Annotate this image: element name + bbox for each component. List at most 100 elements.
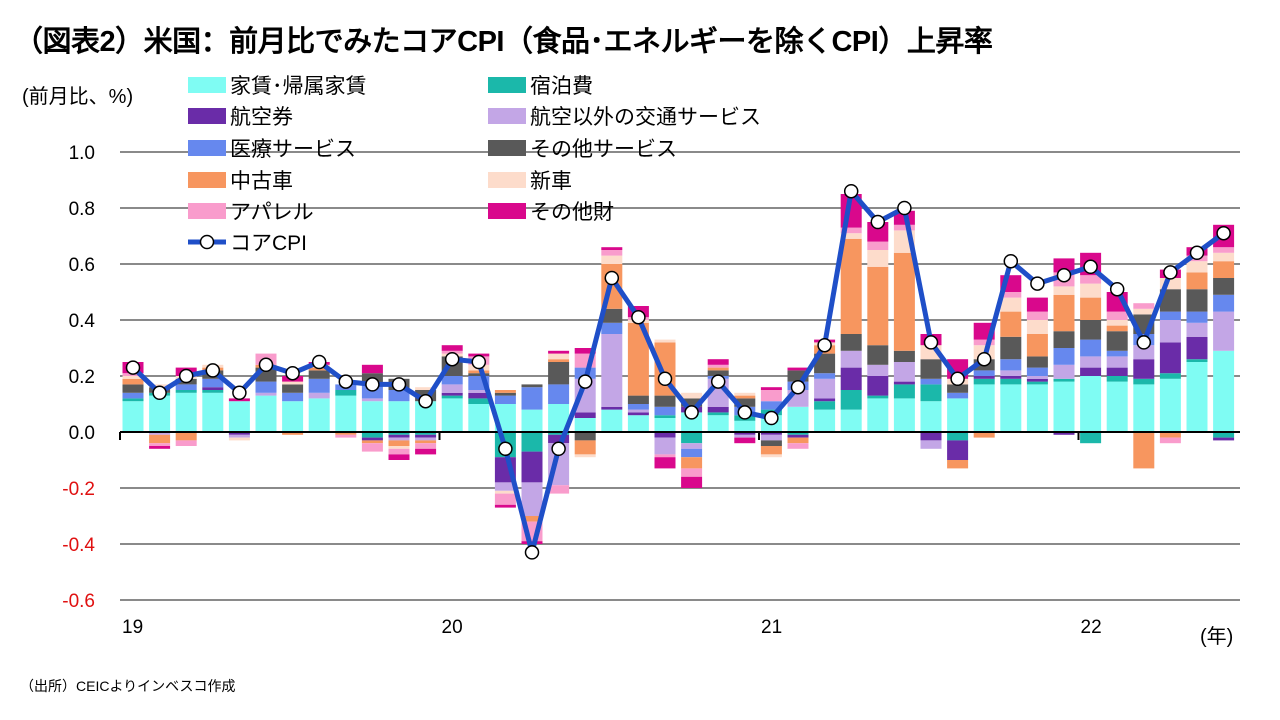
bar-segment-4 [920,378,942,385]
bar-segment-6 [122,378,144,385]
bar-segment-8 [654,454,676,458]
bar-segment-2 [1159,342,1181,374]
bar-segment-0 [734,420,756,432]
bar-segment-0 [574,418,596,432]
bar-segment-6 [149,434,171,444]
bar-segment-5 [947,384,969,393]
bar-segment-0 [787,406,809,432]
bar-segment-6 [1080,297,1102,320]
legend-label: 家賃･帰属家賃 [230,75,367,98]
bar-segment-7 [228,437,250,441]
bar-segment-5 [1159,289,1181,312]
core-cpi-point [152,385,167,401]
core-cpi-point [178,368,194,384]
y-tick-label: 0.6 [69,255,95,276]
bar-segment-6 [947,460,969,469]
bar-segment-6 [468,370,490,374]
bar-segment-6 [521,516,543,522]
y-tick-label: 0.2 [69,367,95,388]
bar-segment-0 [840,409,862,432]
bar-segment-2 [415,434,437,438]
bar-segment-2 [1213,437,1235,441]
core-cpi-point [1216,225,1231,241]
bar-segment-3 [1026,376,1048,379]
bar-segment-5 [840,334,862,351]
core-cpi-point [232,385,247,401]
bar-segment-0 [202,392,224,432]
legend-label: その他サービス [530,138,677,161]
bar-segment-3 [468,390,490,393]
bar-segment-9 [1053,258,1075,273]
bar-segment-7 [388,446,410,449]
y-tick-label: -0.2 [62,479,95,500]
bar-segment-7 [867,250,889,267]
legend-item: その他サービス [488,138,677,161]
bar-segment-4 [1213,294,1235,312]
bar-segment-2 [760,432,782,435]
bar-segment-8 [893,224,915,231]
bar-segment-0 [521,409,543,432]
bar-segment-1 [654,415,676,418]
bar-segment-6 [548,359,570,362]
bar-segment-4 [202,378,224,388]
y-tick-label: 1.0 [69,143,95,164]
bar-segment-6 [415,440,437,444]
bar-segment-5 [734,398,756,407]
bar-segment-4 [1000,359,1022,371]
bar-segment-9 [441,345,463,351]
bar-segment-3 [228,434,250,438]
bar-segment-2 [707,406,729,413]
bar-segment-2 [814,398,836,402]
bar-segment-2 [441,392,463,396]
bar-segment-9 [787,367,809,371]
legend-item: 航空券 [188,106,293,129]
bar-segment-8 [175,440,197,446]
legend-item: 航空以外の交通サービス [488,106,761,129]
bar-segment-0 [973,384,995,432]
bar-segment-4 [1080,339,1102,357]
bar-segment-1 [1000,378,1022,385]
bar-segment-3 [920,440,942,449]
legend-swatch [188,77,226,93]
bar-segment-1 [202,390,224,393]
bar-segment-0 [1000,384,1022,432]
bar-segment-2 [228,432,250,435]
core-cpi-point [604,270,620,286]
bar-segment-5 [1213,278,1235,295]
legend-item: その他財 [488,201,614,224]
bar-segment-7 [548,353,570,360]
bar-segment-6 [1186,272,1208,290]
bar-segment-2 [787,434,809,438]
core-cpi-point [205,363,221,378]
bar-segment-1 [1080,432,1102,444]
bar-segment-4 [388,390,410,402]
bar-segment-6 [1053,294,1075,332]
bar-segment-9 [574,348,596,354]
bar-segment-4 [760,401,782,410]
bar-segment-6 [734,395,756,399]
bar-segment-3 [1159,320,1181,343]
bar-segment-7 [681,392,703,399]
core-cpi-point [1189,245,1205,261]
bar-segment-7 [415,387,437,390]
bar-segment-2 [947,440,969,460]
bar-segment-1 [973,378,995,385]
core-cpi-point [125,360,141,375]
bar-segment-3 [1213,311,1235,351]
bar-segment-5 [601,308,623,323]
bar-segment-3 [601,334,623,407]
bar-segment-6 [388,440,410,446]
bar-segment-1 [1133,378,1155,385]
bar-segment-4 [548,384,570,404]
bar-segment-9 [548,350,570,354]
bar-segment-5 [681,398,703,407]
bar-segment-5 [548,362,570,385]
legend-label: 航空券 [230,106,293,129]
bar-segment-1 [947,432,969,441]
bar-segment-0 [175,392,197,432]
bar-segment-5 [654,395,676,407]
bar-segment-2 [627,412,649,416]
bar-segment-0 [654,418,676,432]
legend-label: 中古車 [230,170,293,193]
